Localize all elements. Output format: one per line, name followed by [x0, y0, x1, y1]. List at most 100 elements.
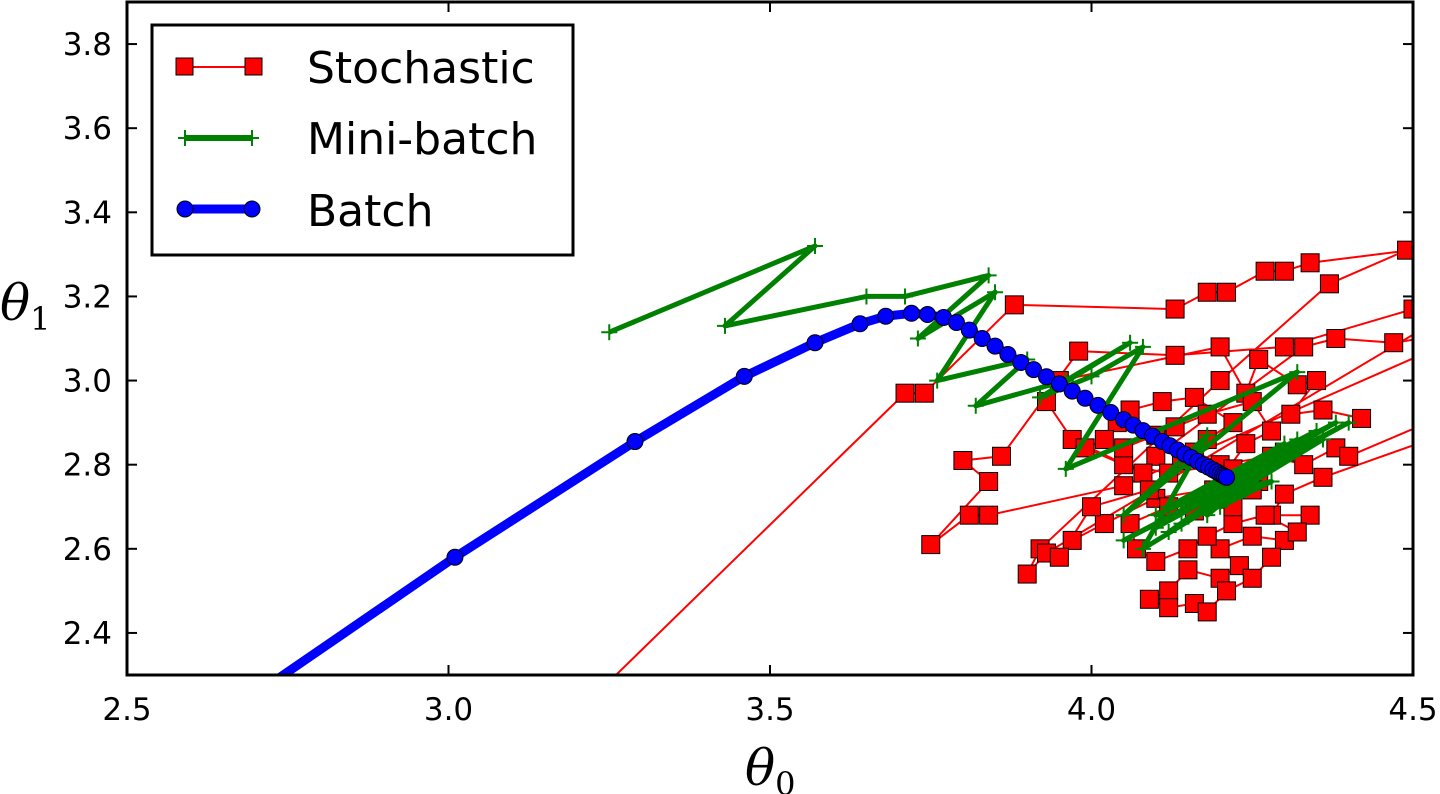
data-point-mini-batch	[716, 317, 733, 334]
data-point-stochastic	[1178, 560, 1198, 580]
data-point-stochastic	[1249, 350, 1269, 370]
series-batch	[183, 304, 1236, 746]
data-point-stochastic	[1223, 514, 1243, 534]
data-point-batch	[960, 321, 978, 339]
data-point-stochastic	[959, 505, 979, 525]
x-tick-label: 3.5	[745, 692, 794, 728]
data-point-mini-batch	[1186, 490, 1203, 507]
data-point-mini-batch	[807, 237, 824, 254]
series-line-mini-batch	[608, 243, 1352, 552]
data-point-mini-batch	[1276, 448, 1293, 465]
data-point-mini-batch	[1122, 334, 1139, 351]
data-point-batch	[1037, 368, 1055, 386]
data-point-stochastic	[1262, 547, 1282, 567]
y-tick-label: 2.6	[63, 532, 112, 568]
data-point-stochastic	[1197, 282, 1217, 302]
data-point-stochastic	[1178, 539, 1198, 559]
data-point-batch	[877, 307, 895, 325]
data-point-batch	[1218, 468, 1236, 486]
data-point-mini-batch	[1314, 431, 1331, 448]
data-point-stochastic	[991, 446, 1011, 466]
data-point-stochastic	[1274, 484, 1294, 504]
series-mini-batch	[601, 237, 1357, 557]
data-point-stochastic	[1300, 505, 1320, 525]
data-point-mini-batch	[1115, 532, 1132, 549]
series-layer	[183, 237, 1413, 746]
ticks-layer: 2.5 3.0 3.5 4.0 4.5 2.4 2.6 2.8 3.0 3.2 3.4 3.6 3.8	[63, 2, 1438, 728]
x-axis-label-symbol: θ	[745, 739, 775, 794]
data-point-mini-batch	[1179, 498, 1196, 515]
x-tick-label: 2.5	[102, 692, 151, 728]
data-point-batch	[902, 304, 920, 322]
data-point-stochastic	[1217, 581, 1237, 601]
data-point-mini-batch	[1237, 481, 1254, 498]
data-point-stochastic	[1184, 387, 1204, 407]
x-tick-label: 4.5	[1388, 692, 1437, 728]
data-point-mini-batch	[1327, 414, 1344, 431]
data-point-stochastic	[1139, 589, 1159, 609]
legend-entry-stochastic: Stochastic	[175, 43, 535, 94]
data-point-stochastic	[1313, 467, 1333, 487]
data-point-stochastic	[1384, 333, 1404, 353]
data-point-stochastic	[1146, 446, 1166, 466]
data-point-stochastic	[1236, 434, 1256, 454]
data-point-stochastic	[1133, 463, 1153, 483]
data-point-mini-batch	[601, 324, 618, 341]
data-point-stochastic	[1352, 408, 1372, 428]
legend-marker-mini-batch	[178, 130, 259, 146]
data-point-stochastic	[1165, 299, 1185, 319]
data-point-stochastic	[1004, 295, 1024, 315]
data-point-stochastic	[1197, 602, 1217, 622]
data-point-mini-batch	[929, 372, 946, 389]
data-point-batch	[735, 367, 753, 385]
y-axis-label-symbol: θ	[0, 274, 30, 332]
data-point-stochastic	[1210, 337, 1230, 357]
data-point-stochastic	[1146, 551, 1166, 571]
data-point-stochastic	[1242, 526, 1262, 546]
data-point-stochastic	[568, 704, 586, 722]
data-point-stochastic	[1197, 526, 1217, 546]
data-point-stochastic	[1049, 547, 1069, 567]
data-point-stochastic	[1294, 337, 1314, 357]
legend-marker-stochastic	[175, 57, 194, 76]
data-point-mini-batch	[1160, 523, 1177, 540]
data-point-mini-batch	[967, 397, 984, 414]
legend-label-batch: Batch	[307, 186, 433, 237]
data-point-batch	[1050, 375, 1068, 393]
data-point-batch	[851, 315, 869, 333]
data-point-mini-batch	[1134, 338, 1151, 355]
data-point-stochastic	[1069, 341, 1089, 361]
data-point-mini-batch	[1199, 507, 1216, 524]
data-point-stochastic	[1255, 505, 1275, 525]
data-point-mini-batch	[1308, 423, 1325, 440]
data-point-stochastic	[1281, 404, 1301, 424]
data-point-stochastic	[979, 472, 999, 492]
data-point-batch	[626, 433, 644, 451]
data-point-mini-batch	[1289, 364, 1306, 381]
data-point-stochastic	[914, 383, 934, 403]
data-point-stochastic	[1397, 240, 1413, 260]
data-point-batch	[947, 314, 965, 332]
legend-marker-stochastic	[244, 57, 263, 76]
data-point-mini-batch	[1057, 460, 1074, 477]
data-point-batch	[1025, 361, 1043, 379]
data-point-batch	[806, 334, 824, 352]
data-point-mini-batch	[1173, 515, 1190, 532]
data-point-stochastic	[1294, 455, 1314, 475]
data-point-batch	[999, 345, 1017, 363]
data-point-stochastic	[1017, 564, 1037, 584]
legend-marker-batch	[176, 200, 194, 218]
data-point-mini-batch	[1115, 507, 1132, 524]
data-point-mini-batch	[987, 284, 1004, 301]
data-point-mini-batch	[909, 330, 926, 347]
data-point-stochastic	[1287, 522, 1307, 542]
data-point-batch	[1063, 382, 1081, 400]
y-tick-label: 3.0	[63, 364, 112, 400]
data-point-mini-batch	[897, 288, 914, 305]
y-axis-label: θ1	[0, 274, 50, 338]
y-tick-label: 3.6	[63, 111, 112, 147]
legend-marker-batch	[243, 200, 261, 218]
data-point-batch	[986, 337, 1004, 355]
data-point-batch	[183, 730, 199, 746]
